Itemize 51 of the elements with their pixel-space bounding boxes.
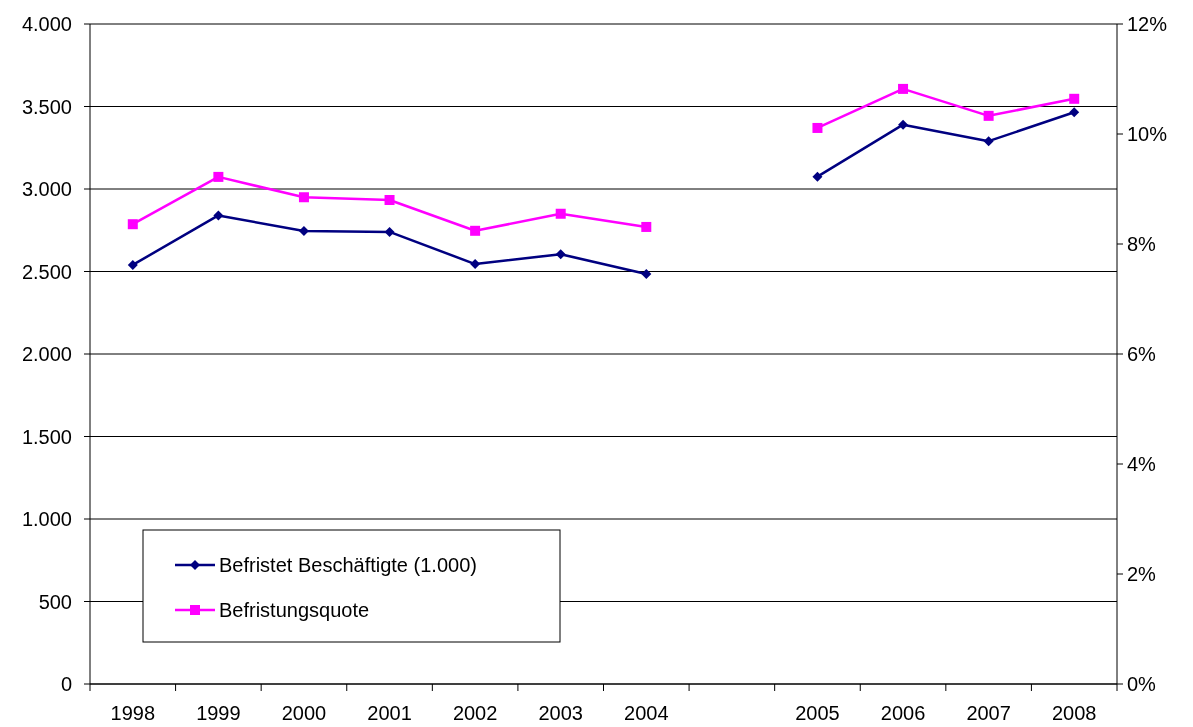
x-tick-label: 2005 xyxy=(795,702,840,724)
y2-tick-label: 0% xyxy=(1127,673,1157,695)
legend-label: Befristungsquote xyxy=(219,599,370,621)
point xyxy=(983,136,994,147)
y-tick-label: 1.000 xyxy=(21,508,72,530)
x-tick-label: 2000 xyxy=(281,702,327,724)
point xyxy=(213,171,224,182)
x-tick-label: 2001 xyxy=(367,702,412,724)
y-tick-label: 2.000 xyxy=(21,343,72,365)
x-tick-label: 2004 xyxy=(624,702,669,724)
point xyxy=(983,110,994,121)
y2-tick-label: 6% xyxy=(1127,343,1157,365)
point xyxy=(470,259,481,270)
x-tick-label: 2003 xyxy=(538,702,583,724)
point xyxy=(213,210,224,221)
y2-tick-label: 2% xyxy=(1127,563,1157,585)
y-tick-label: 4.000 xyxy=(21,13,72,35)
x-tick-label: 1998 xyxy=(110,702,156,724)
y-tick-label: 1.500 xyxy=(21,425,72,448)
legend-label: Befristet Beschäftigte (1.000) xyxy=(219,554,477,576)
x-tick-label: 2002 xyxy=(452,702,498,724)
point xyxy=(555,208,566,219)
point xyxy=(555,249,566,260)
point xyxy=(127,259,138,270)
y2-tick-label: 8% xyxy=(1127,233,1157,255)
x-tick-label: 2008 xyxy=(1051,702,1097,724)
y2-tick-label: 10% xyxy=(1127,123,1168,145)
point xyxy=(898,83,909,94)
x-tick-label: 2006 xyxy=(880,702,926,724)
point xyxy=(298,192,309,203)
y-tick-label: 0 xyxy=(60,673,72,695)
point xyxy=(127,219,138,230)
point xyxy=(641,268,652,279)
point xyxy=(298,226,309,237)
point xyxy=(812,122,823,133)
y-tick-label: 3.000 xyxy=(21,178,72,200)
point xyxy=(641,221,652,232)
y-tick-label: 2.500 xyxy=(21,260,72,283)
point xyxy=(1069,93,1080,104)
x-tick-label: 1999 xyxy=(196,702,241,724)
x-tick-label: 2007 xyxy=(966,702,1011,724)
point xyxy=(384,226,395,237)
point xyxy=(898,119,909,130)
point xyxy=(384,195,395,205)
y2-tick-label: 12% xyxy=(1127,13,1168,35)
y-tick-label: 500 xyxy=(38,590,72,613)
point xyxy=(1069,107,1080,118)
y2-tick-label: 4% xyxy=(1127,453,1157,475)
point xyxy=(812,171,823,182)
point xyxy=(470,225,481,236)
y-tick-label: 3.500 xyxy=(21,95,72,118)
